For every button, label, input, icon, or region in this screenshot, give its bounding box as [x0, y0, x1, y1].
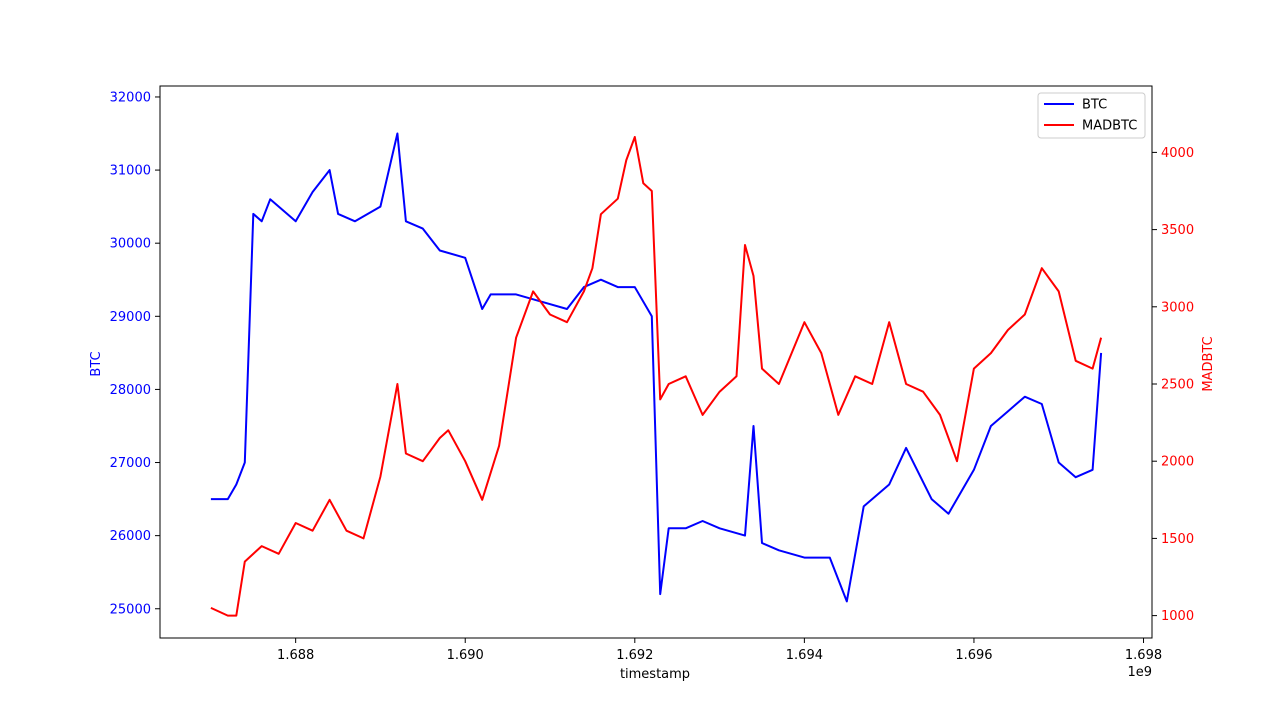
left-axis: 25000 26000 27000 28000 29000 30000 31000 32000 — [110, 90, 160, 617]
bottom-axis: 1.688 1.690 1.692 1.694 1.696 1.698 — [277, 638, 1162, 663]
plot-area — [159, 85, 1153, 639]
left-tick-label: 32000 — [110, 90, 151, 105]
right-axis-label: MADBTC — [1201, 336, 1216, 391]
x-tick-label: 1.694 — [786, 648, 823, 663]
series-line-btc — [210, 132, 1103, 603]
x-tick-label: 1.692 — [616, 648, 653, 663]
right-tick-label: 4000 — [1161, 146, 1194, 161]
x-tick-label: 1.690 — [447, 648, 484, 663]
series-line-madbtc — [210, 136, 1103, 617]
legend: BTC MADBTC — [1037, 92, 1146, 139]
right-tick-label: 3000 — [1161, 300, 1194, 315]
x-tick-label: 1.696 — [955, 648, 992, 663]
left-axis-label: BTC — [89, 351, 104, 376]
legend-label-madbtc: MADBTC — [1082, 119, 1137, 134]
legend-label-btc: BTC — [1082, 98, 1107, 113]
left-tick-label: 31000 — [110, 164, 151, 179]
x-tick-label: 1.698 — [1125, 648, 1162, 663]
left-tick-label: 28000 — [110, 383, 151, 398]
left-tick-label: 26000 — [110, 529, 151, 544]
x-axis-offset-label: 1e9 — [1127, 665, 1152, 680]
right-axis: 1000 1500 2000 2500 3000 3500 4000 — [1152, 146, 1194, 624]
left-tick-label: 25000 — [110, 602, 151, 617]
right-tick-label: 1500 — [1161, 532, 1194, 547]
left-tick-label: 30000 — [110, 237, 151, 252]
left-tick-label: 29000 — [110, 310, 151, 325]
right-tick-label: 1000 — [1161, 609, 1194, 624]
right-tick-label: 3500 — [1161, 223, 1194, 238]
x-tick-label: 1.688 — [277, 648, 314, 663]
left-tick-label: 27000 — [110, 456, 151, 471]
series-layer — [210, 132, 1103, 617]
right-tick-label: 2500 — [1161, 378, 1194, 393]
right-tick-label: 2000 — [1161, 455, 1194, 470]
x-axis-label: timestamp — [620, 667, 690, 682]
